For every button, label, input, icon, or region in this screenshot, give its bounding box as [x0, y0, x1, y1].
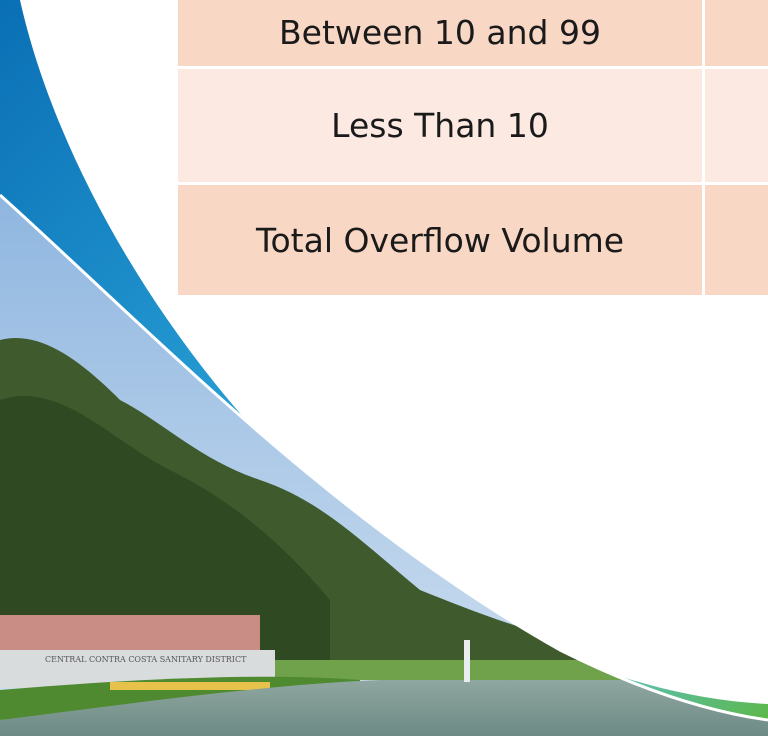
table-row: Between 10 and 99 — [178, 0, 768, 69]
slide: CENTRAL CONTRA COSTA SANITARY DISTRICT B… — [0, 0, 768, 736]
table-cell: Less Than 10 — [178, 69, 702, 182]
table-cell: Between 10 and 99 — [178, 0, 702, 66]
table: Between 10 and 99 Less Than 10 Total Ove… — [178, 0, 768, 295]
sign-text: CENTRAL CONTRA COSTA SANITARY DISTRICT — [45, 655, 247, 664]
table-cell — [702, 0, 768, 66]
table-cell — [702, 69, 768, 182]
table-cell — [702, 185, 768, 295]
table-row: Less Than 10 — [178, 69, 768, 185]
table-row: Total Overflow Volume — [178, 185, 768, 295]
table-cell: Total Overflow Volume — [178, 185, 702, 295]
